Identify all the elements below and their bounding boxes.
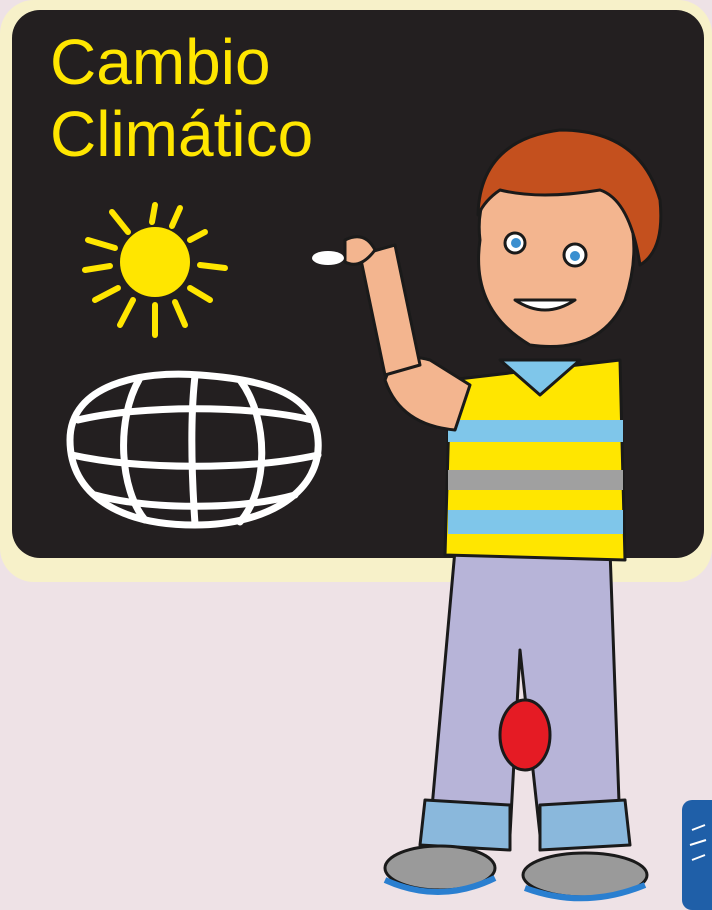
title-line: Climático: [50, 98, 313, 170]
page: Cambio Climático: [0, 0, 712, 910]
publisher-logo: [682, 800, 712, 910]
cover-illustration: Cambio Climático: [0, 0, 712, 910]
title-line: Cambio: [50, 26, 271, 98]
